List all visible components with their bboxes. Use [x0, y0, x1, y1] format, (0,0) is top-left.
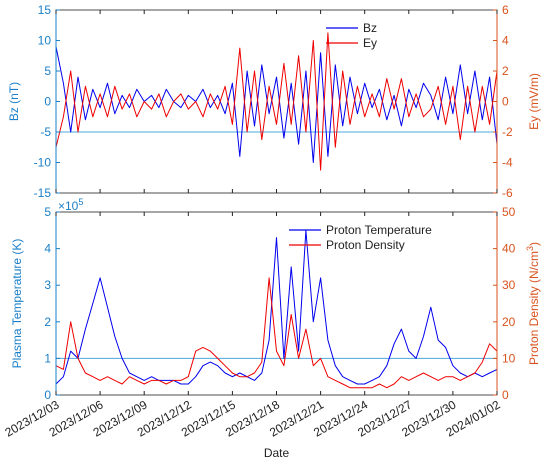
series-line-proton-temperature [55, 229, 498, 385]
right-axis-label-text: Proton Density (N/cm [527, 251, 541, 365]
right-tick-label: 6 [502, 3, 509, 17]
left-tick-label: 4 [44, 242, 51, 256]
right-tick-label: 0 [502, 95, 509, 109]
right-axis-label-sup: 3 [525, 246, 535, 251]
left-tick-label: 5 [44, 64, 51, 78]
multiplier-base: ×10 [58, 199, 79, 213]
right-tick-label: 10 [502, 351, 516, 365]
left-tick-label: -15 [34, 186, 52, 200]
plot-frame [55, 9, 498, 194]
left-axis-label: Plasma Temperature (K) [10, 239, 24, 369]
left-tick-label: 10 [38, 34, 52, 48]
legend-label: Proton Temperature [326, 223, 432, 237]
multiplier-exponent: 5 [78, 197, 83, 207]
x-axis-label: Date [264, 446, 290, 460]
left-tick-label: 0 [44, 388, 51, 402]
legend-label: Proton Density [326, 238, 405, 252]
right-tick-label: -6 [502, 186, 513, 200]
series-line-proton-density [55, 277, 498, 389]
right-tick-label: 2 [502, 64, 509, 78]
right-tick-label: 50 [502, 205, 516, 219]
right-axis-label-text: Ey (mV/m) [527, 73, 541, 130]
left-tick-label: 1 [44, 351, 51, 365]
right-tick-label: 30 [502, 278, 516, 292]
left-tick-label: 2 [44, 315, 51, 329]
left-tick-label: 5 [44, 205, 51, 219]
left-tick-label: 15 [38, 3, 52, 17]
panel-1: -15 -10 -5 0 5 10 15 Bz (nT) -6 -4 -2 0 2 4 6 Ey (mV/m)… [7, 3, 541, 200]
left-tick-label: 0 [44, 95, 51, 109]
left-tick-label: 3 [44, 278, 51, 292]
legend-label: Ey [363, 36, 377, 50]
right-axis-label: Ey (mV/m) [527, 73, 541, 130]
right-tick-label: -4 [502, 156, 513, 170]
right-axis-label: Proton Density (N/cm3) [525, 242, 541, 365]
axis-multiplier: ×105 [58, 197, 83, 213]
right-tick-label: 20 [502, 315, 516, 329]
left-axis-label: Bz (nT) [7, 82, 21, 121]
right-tick-label: 0 [502, 388, 509, 402]
right-axis-label-end: ) [527, 242, 541, 246]
legend-label: Bz [363, 21, 377, 35]
right-tick-label: 40 [502, 242, 516, 256]
left-tick-label: -10 [34, 156, 52, 170]
series-line-bz [55, 46, 498, 163]
left-tick-label: -5 [40, 125, 51, 139]
right-tick-label: -2 [502, 125, 513, 139]
right-tick-label: 4 [502, 34, 509, 48]
series-line-ey [55, 32, 498, 171]
